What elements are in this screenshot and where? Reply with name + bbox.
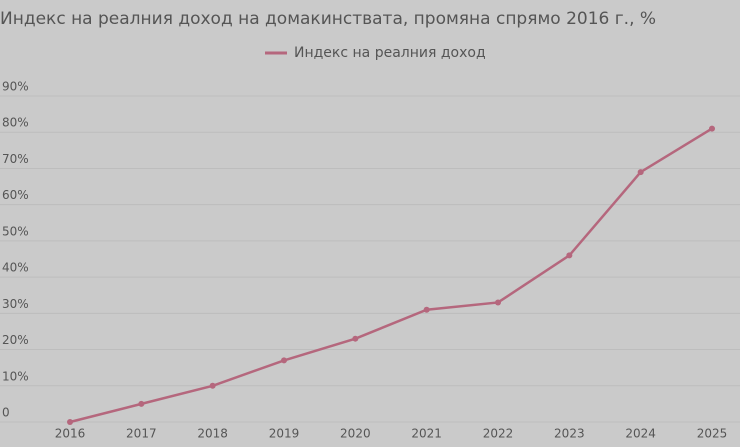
- point: [352, 335, 359, 342]
- x-tick-label: 2022: [483, 427, 514, 441]
- y-tick-label: 10%: [2, 369, 29, 383]
- x-tick-label: 2023: [554, 427, 585, 441]
- x-tick-label: 2020: [340, 427, 371, 441]
- y-tick-label: 40%: [2, 261, 29, 275]
- x-tick-label: 2025: [697, 427, 728, 441]
- legend-label: Индекс на реалния доход: [294, 45, 486, 61]
- point: [67, 419, 73, 425]
- y-tick-label: 0: [2, 406, 10, 420]
- point: [637, 169, 644, 176]
- point: [709, 125, 715, 132]
- point: [209, 382, 216, 389]
- point: [566, 252, 573, 259]
- x-tick-label: 2018: [197, 427, 228, 441]
- y-tick-label: 60%: [2, 188, 29, 202]
- x-tick-label: 2019: [269, 427, 300, 441]
- line: [69, 127, 713, 424]
- point: [281, 357, 287, 364]
- point: [138, 400, 145, 407]
- x-tick-label: 2024: [625, 427, 656, 441]
- y-tick-label: 20%: [2, 333, 29, 347]
- y-tick-label: 80%: [2, 116, 29, 130]
- point: [423, 306, 430, 313]
- y-tick-label: 90%: [2, 80, 29, 94]
- chart-title: Индекс на реалния доход на домакинствата…: [0, 9, 656, 29]
- x-tick-label: 2021: [411, 427, 442, 441]
- y-tick-label: 70%: [2, 152, 29, 166]
- point: [495, 299, 501, 306]
- x-tick-label: 2017: [126, 427, 157, 441]
- x-tick-label: 2016: [55, 427, 86, 441]
- y-tick-label: 50%: [2, 224, 29, 238]
- y-tick-label: 30%: [2, 297, 29, 311]
